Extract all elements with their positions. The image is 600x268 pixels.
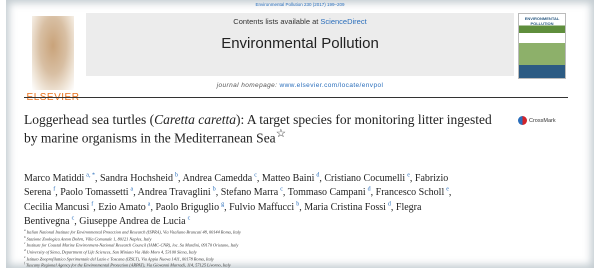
author: Sandra Hochsheid b, xyxy=(100,173,181,184)
author: Marco Matiddi a, *, xyxy=(24,173,97,184)
author-affiliation-mark[interactable]: a, * xyxy=(86,173,95,179)
author: Paolo Tomassetti a, xyxy=(60,187,135,198)
journal-name: Environmental Pollution xyxy=(86,35,514,52)
crossmark-icon xyxy=(518,116,527,125)
author-separator: , xyxy=(257,173,260,184)
affiliation-mark: b xyxy=(24,235,26,239)
homepage-label: journal homepage: xyxy=(217,82,280,89)
author-separator: , xyxy=(133,187,136,198)
affiliation: f Tuscany Regional Agency for the Enviro… xyxy=(24,261,544,268)
author-name: Francesco Scholl xyxy=(376,187,445,198)
journal-banner: Contents lists available at ScienceDirec… xyxy=(86,13,514,76)
author-separator: , xyxy=(283,187,286,198)
crossmark[interactable]: CrossMark xyxy=(518,116,556,125)
author-name: Stefano Marra xyxy=(221,187,278,198)
author-list: Marco Matiddi a, *, Sandra Hochsheid b, … xyxy=(24,171,464,228)
affiliation-mark: f xyxy=(24,261,25,265)
title-species: Caretta caretta xyxy=(154,112,236,127)
author-separator: , xyxy=(216,187,219,198)
author-name: Fulvio Maffucci xyxy=(229,202,294,213)
author-separator: , xyxy=(93,202,96,213)
contents-line: Contents lists available at ScienceDirec… xyxy=(86,17,514,26)
author-name: Giuseppe Andrea de Lucia xyxy=(79,216,185,227)
author-name: Ezio Amato xyxy=(98,202,146,213)
affiliation-text: Italian National Institute for Environme… xyxy=(27,229,241,234)
affiliation-list: a Italian National Institute for Environ… xyxy=(24,228,544,268)
author-separator: , xyxy=(150,202,153,213)
journal-cover: ENVIRONMENTAL POLLUTION xyxy=(518,13,566,79)
author-name: Paolo Tomassetti xyxy=(60,187,128,198)
page: Environmental Pollution 230 (2017) 199–2… xyxy=(0,0,600,268)
homepage-line: journal homepage: www.elsevier.com/locat… xyxy=(86,82,514,89)
author-affiliation-mark[interactable]: c xyxy=(188,215,191,221)
author: Andrea Travaglini b, xyxy=(138,187,219,198)
author-name: Andrea Travaglini xyxy=(138,187,211,198)
author-separator: , xyxy=(319,173,322,184)
author-name: Tommaso Campani xyxy=(288,187,366,198)
affiliation-mark: d xyxy=(24,248,26,252)
author-name: Sandra Hochsheid xyxy=(100,173,173,184)
author-separator: , xyxy=(299,202,302,213)
author-separator: , xyxy=(449,187,452,198)
crossmark-label: CrossMark xyxy=(529,118,556,124)
author: Tommaso Campani d, xyxy=(288,187,373,198)
title-part: Loggerhead sea turtles ( xyxy=(24,112,154,127)
affiliation: a Italian National Institute for Environ… xyxy=(24,228,544,235)
author-separator: , xyxy=(178,173,181,184)
publisher-logo: ELSEVIER xyxy=(24,12,82,104)
author-separator: , xyxy=(391,202,394,213)
author: Cristiano Cocumelli e, xyxy=(324,173,412,184)
author-separator: , xyxy=(74,216,77,227)
author: Maria Cristina Fossi d, xyxy=(304,202,393,213)
author: Cecilia Mancusi f, xyxy=(24,202,96,213)
author: Giuseppe Andrea de Lucia c xyxy=(79,216,190,227)
author-name: Cristiano Cocumelli xyxy=(324,173,405,184)
author: Andrea Camedda c, xyxy=(182,173,259,184)
affiliation-mark: a xyxy=(24,228,26,232)
divider xyxy=(24,97,568,98)
cover-title: ENVIRONMENTAL POLLUTION xyxy=(520,16,564,26)
affiliation: d University of Siena, Department of Lif… xyxy=(24,248,544,255)
affiliation-text: Institute for Coastal Marine Environment… xyxy=(27,243,239,248)
author-name: Paolo Briguglio xyxy=(155,202,219,213)
citation: Environmental Pollution 230 (2017) 199–2… xyxy=(6,2,594,7)
homepage-url[interactable]: www.elsevier.com/locate/envpol xyxy=(280,82,384,89)
affiliation-text: University of Siena, Department of Life … xyxy=(27,249,197,254)
author: Stefano Marra c, xyxy=(221,187,286,198)
logo-image xyxy=(32,16,74,90)
author-name: Maria Cristina Fossi xyxy=(304,202,386,213)
title-note-mark[interactable]: ☆ xyxy=(276,128,286,140)
author: Ezio Amato a, xyxy=(98,202,153,213)
affiliation: b Stazione Zoologica Anton Dohrn, Villa … xyxy=(24,235,544,242)
author: Francesco Scholl e, xyxy=(376,187,452,198)
sciencedirect-link[interactable]: ScienceDirect xyxy=(320,17,366,26)
author-separator: , xyxy=(371,187,374,198)
author-name: Andrea Camedda xyxy=(182,173,252,184)
affiliation-mark: c xyxy=(24,241,25,245)
author-separator: , xyxy=(410,173,413,184)
author: Matteo Baini d, xyxy=(262,173,322,184)
author: Paolo Briguglio g, xyxy=(155,202,226,213)
author-name: Marco Matiddi xyxy=(24,173,84,184)
affiliation-mark: e xyxy=(24,255,25,259)
affiliation-text: Tuscany Regional Agency for the Environm… xyxy=(26,263,231,268)
affiliation: e Istituto Zooprofilattico Sperimentale … xyxy=(24,255,544,262)
article-title: Loggerhead sea turtles (Caretta caretta)… xyxy=(24,112,494,146)
contents-text: Contents lists available at xyxy=(233,17,320,26)
screenshot-frame: Environmental Pollution 230 (2017) 199–2… xyxy=(6,0,594,268)
author-separator: , xyxy=(95,173,98,184)
author-name: Cecilia Mancusi xyxy=(24,202,89,213)
affiliation: c Institute for Coastal Marine Environme… xyxy=(24,241,544,248)
author-separator: , xyxy=(224,202,227,213)
author: Fulvio Maffucci b, xyxy=(229,202,302,213)
author-name: Matteo Baini xyxy=(262,173,315,184)
author-separator: , xyxy=(55,187,58,198)
